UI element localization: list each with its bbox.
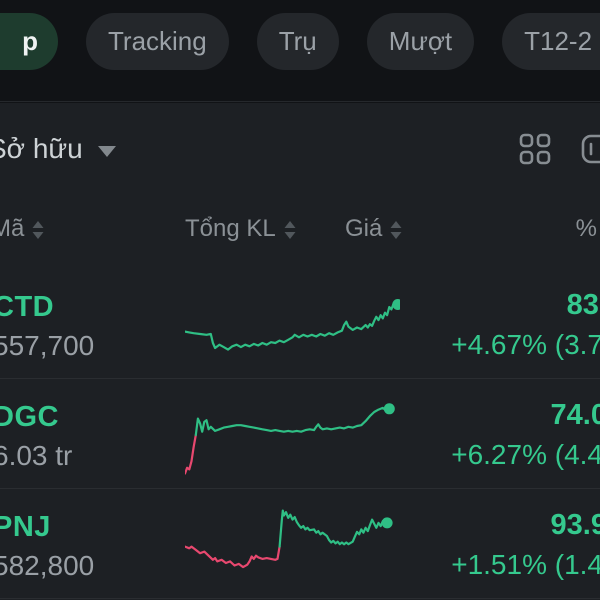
stock-symbol: DGC [0,401,59,433]
stock-row-pnj[interactable]: PNJ 582,800 93.9 +1.51% (1.4 [0,489,600,599]
stock-price: 93.9 [550,509,600,541]
stock-symbol: CTD [0,291,55,323]
tab-t12[interactable]: T12-2 [502,13,600,70]
stock-price: 74.0 [550,399,600,431]
sparkline-chart [183,394,400,476]
stock-price: 83. [566,289,600,321]
watchlist-title: Sở hữu [0,133,83,164]
tab-tracking[interactable]: Tracking [86,13,229,70]
sort-icon [390,221,402,239]
list-header: Sở hữu [0,103,600,195]
tab-active[interactable]: p [0,13,58,70]
stock-change: +1.51% (1.4 [451,549,600,580]
stock-row-dgc[interactable]: DGC 6.03 tr 74.0 +6.27% (4.4 [0,379,600,489]
watchlist-panel: Sở hữu [0,103,600,600]
watchlist-tabs: p Tracking Trụ Mượt T12-2 [0,0,600,102]
card-view-icon[interactable] [580,132,600,166]
sparkline-chart [183,284,404,366]
stock-change: +4.67% (3.7 [451,329,600,360]
stock-symbol: PNJ [0,511,51,543]
watchlist-selector[interactable]: Sở hữu [0,133,116,165]
tab-tru[interactable]: Trụ [256,13,339,70]
stock-volume: 557,700 [0,330,95,361]
column-header-symbol[interactable]: Mã [0,215,45,243]
tab-muot[interactable]: Mượt [366,13,475,70]
column-header-price[interactable]: Giá [345,215,403,243]
chevron-down-icon [97,146,116,157]
column-header-volume[interactable]: Tổng KL [185,215,297,243]
stock-volume: 6.03 tr [0,440,73,471]
grid-view-icon[interactable] [518,132,552,166]
column-header-percent[interactable]: % [576,215,597,243]
column-label: Tổng KL [185,215,276,242]
stock-row-ctd[interactable]: CTD 557,700 83. +4.67% (3.7 [0,269,600,379]
column-label: % [575,215,597,242]
stock-volume: 582,800 [0,550,95,581]
sort-icon [32,221,44,239]
table-header: Mã Tổng KL Giá % [0,195,600,269]
column-label: Giá [345,215,383,242]
stock-change: +6.27% (4.4 [451,439,600,470]
sort-icon [284,221,296,239]
sparkline-chart [183,504,400,586]
column-label: Mã [0,215,25,242]
